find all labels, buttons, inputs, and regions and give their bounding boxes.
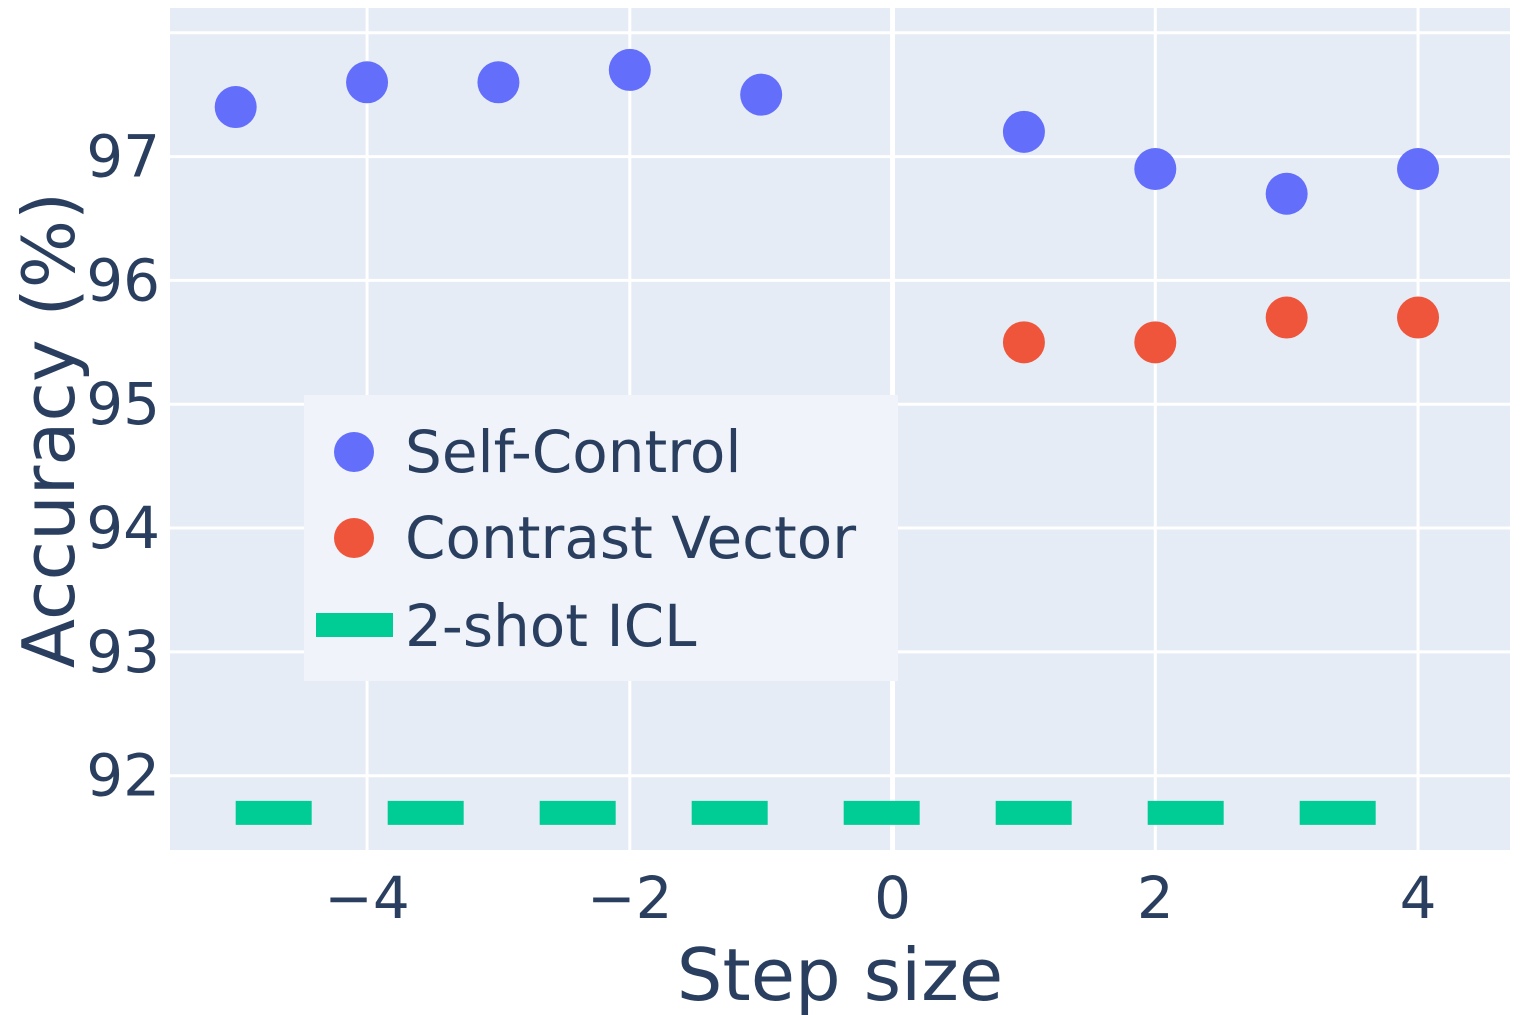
point-self-control	[477, 61, 520, 104]
series-layer	[214, 48, 1440, 825]
legend-background	[304, 395, 898, 681]
legend: Self-Control Contrast Vector 2-shot ICL	[304, 395, 898, 681]
y-axis-title: Accuracy (%)	[7, 192, 91, 668]
legend-marker-contrast-vector	[334, 518, 374, 558]
x-tick-label: 2	[1137, 864, 1174, 932]
y-axis-ticks: 92 93 94 95 96 97	[86, 123, 160, 810]
legend-label-2-shot-icl: 2-shot ICL	[405, 592, 696, 660]
x-tick-label: 4	[1400, 864, 1437, 932]
x-tick-label: −4	[324, 864, 410, 932]
point-contrast-vector	[1002, 321, 1045, 364]
y-tick-label: 93	[86, 618, 160, 686]
point-self-control	[1134, 147, 1177, 190]
legend-marker-self-control	[334, 432, 374, 472]
point-contrast-vector	[1397, 296, 1440, 339]
point-self-control	[1397, 147, 1440, 190]
y-tick-label: 96	[86, 246, 160, 314]
point-contrast-vector	[1265, 296, 1308, 339]
point-self-control	[608, 48, 651, 91]
point-self-control	[740, 73, 783, 116]
point-self-control	[1002, 110, 1045, 153]
point-self-control	[346, 61, 389, 104]
y-tick-label: 92	[86, 742, 160, 810]
x-axis-title: Step size	[677, 933, 1003, 1015]
point-self-control	[214, 86, 257, 129]
point-self-control	[1265, 172, 1308, 215]
y-tick-label: 97	[86, 123, 160, 191]
legend-label-contrast-vector: Contrast Vector	[405, 504, 856, 572]
point-contrast-vector	[1134, 321, 1177, 364]
legend-marker-2-shot-icl	[316, 613, 393, 637]
y-tick-label: 94	[86, 494, 160, 562]
x-tick-label: −2	[587, 864, 673, 932]
x-axis-ticks: −4 −2 0 2 4	[324, 864, 1436, 932]
x-tick-label: 0	[874, 864, 911, 932]
legend-label-self-control: Self-Control	[405, 418, 741, 486]
y-tick-label: 95	[86, 370, 160, 438]
